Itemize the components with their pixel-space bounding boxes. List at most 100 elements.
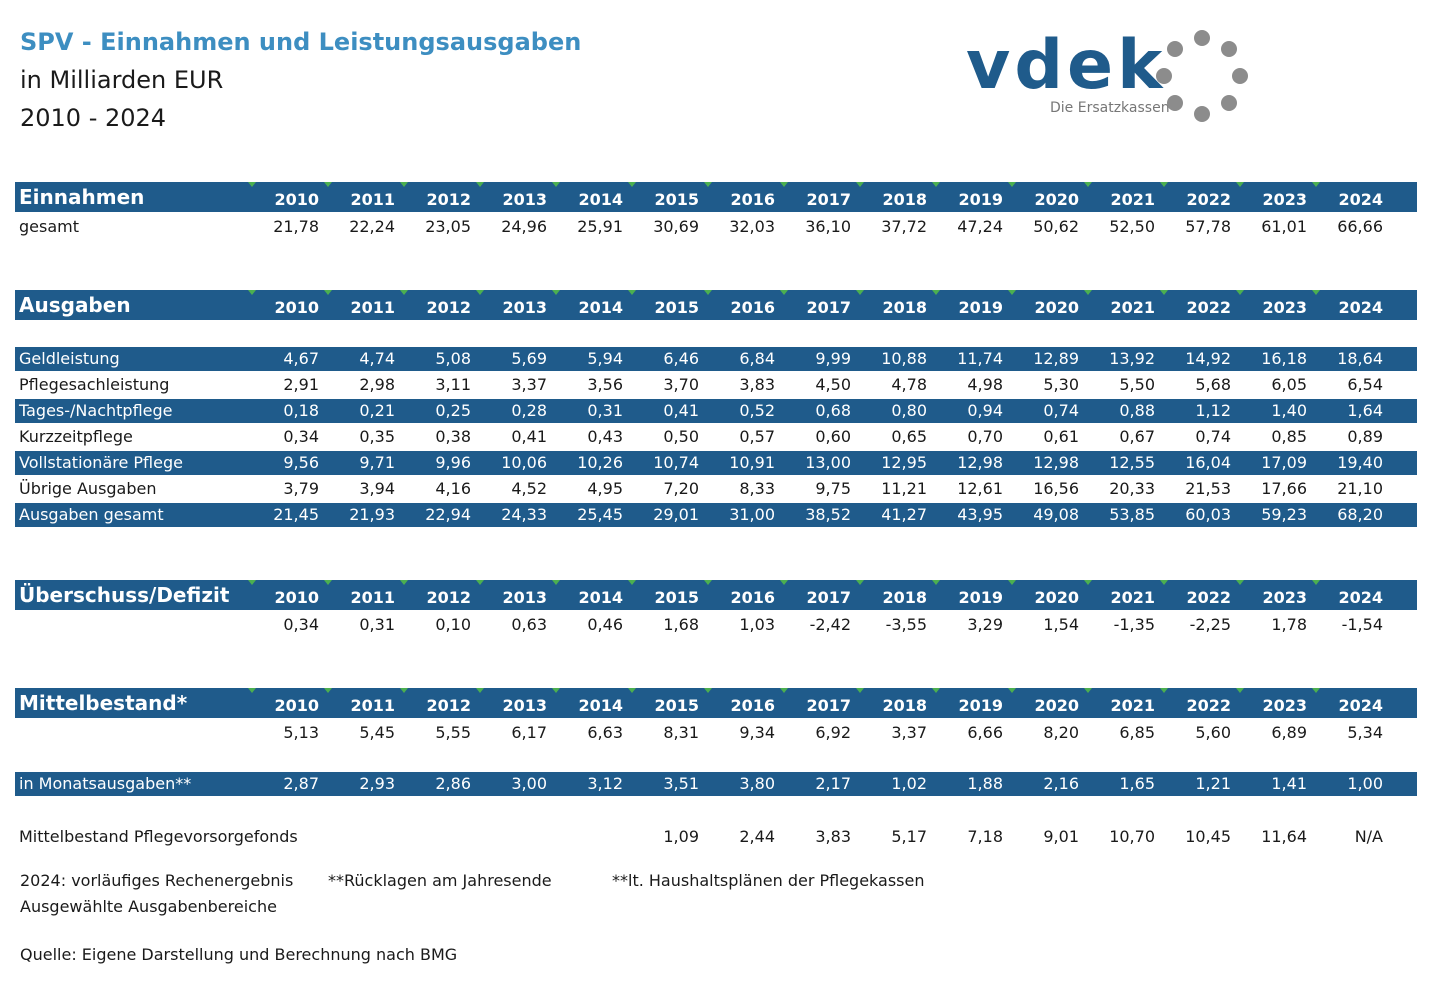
- row-ausgaben-6: Ausgaben gesamt 21,45 21,93 22,94 24,33 25,45…: [15, 503, 1417, 527]
- year-header-cell: 2024: [1338, 588, 1383, 607]
- value-cell: 1,12: [1195, 401, 1231, 420]
- value-cell: 32,03: [729, 217, 775, 236]
- cell-marker: [400, 580, 408, 585]
- year-header-cell: 2013: [502, 588, 547, 607]
- value-cell: 6,54: [1347, 375, 1383, 394]
- value-cell: 0,60: [815, 427, 851, 446]
- value-cell: 1,03: [739, 615, 775, 634]
- year-header-cell: 2015: [654, 298, 699, 317]
- value-cell: 52,50: [1109, 217, 1155, 236]
- value-cell: 11,74: [957, 349, 1003, 368]
- value-cell: 16,56: [1033, 479, 1079, 498]
- value-cell: 0,88: [1119, 401, 1155, 420]
- year-header-cell: 2022: [1186, 190, 1231, 209]
- value-cell: 0,68: [815, 401, 851, 420]
- year-header-cell: 2018: [882, 190, 927, 209]
- year-header-cell: 2011: [350, 190, 395, 209]
- value-cell: 0,28: [511, 401, 547, 420]
- year-header-cell: 2013: [502, 190, 547, 209]
- page-unit: in Milliarden EUR: [20, 66, 224, 94]
- value-cell: 5,50: [1119, 375, 1155, 394]
- value-cell: 66,66: [1337, 217, 1383, 236]
- cell-marker: [1084, 182, 1092, 187]
- value-cell: 59,23: [1261, 505, 1307, 524]
- value-cell: 0,70: [967, 427, 1003, 446]
- year-header-cell: 2014: [578, 696, 623, 715]
- value-cell: 4,98: [967, 375, 1003, 394]
- value-cell: 5,60: [1195, 723, 1231, 742]
- value-cell: 0,21: [359, 401, 395, 420]
- value-cell: 20,33: [1109, 479, 1155, 498]
- cell-marker: [1236, 182, 1244, 187]
- cell-marker: [324, 688, 332, 693]
- cell-marker: [780, 182, 788, 187]
- cell-marker: [248, 182, 256, 187]
- value-cell: 38,52: [805, 505, 851, 524]
- section-header-einnahmen: Einnahmen 2010 2011 2012 2013 2014 2015 2016 201…: [15, 182, 1417, 212]
- value-cell: 12,98: [957, 453, 1003, 472]
- cell-marker: [856, 290, 864, 295]
- value-cell: 21,53: [1185, 479, 1231, 498]
- cell-marker: [704, 290, 712, 295]
- year-header-cell: 2018: [882, 298, 927, 317]
- value-cell: 4,78: [891, 375, 927, 394]
- cell-marker: [400, 688, 408, 693]
- year-header-cell: 2010: [274, 190, 319, 209]
- value-cell: 18,64: [1337, 349, 1383, 368]
- value-cell: -3,55: [885, 615, 927, 634]
- value-cell: 1,65: [1119, 774, 1155, 793]
- value-cell: 0,25: [435, 401, 471, 420]
- row-einnahmen-gesamt: gesamt 21,78 22,24 23,05 24,96 25,91 30,69 32,0…: [15, 215, 1417, 239]
- value-cell: 6,84: [739, 349, 775, 368]
- row-label: Geldleistung: [19, 349, 120, 368]
- cell-marker: [704, 688, 712, 693]
- cell-marker: [1236, 290, 1244, 295]
- year-header-cell: 2012: [426, 298, 471, 317]
- value-cell: 12,61: [957, 479, 1003, 498]
- cell-marker: [324, 580, 332, 585]
- cell-marker: [1312, 290, 1320, 295]
- value-cell: 60,03: [1185, 505, 1231, 524]
- year-header-cell: 2013: [502, 696, 547, 715]
- footnote-reserves: **Rücklagen am Jahresende: [328, 871, 552, 890]
- value-cell: 68,20: [1337, 505, 1383, 524]
- value-cell: 2,91: [283, 375, 319, 394]
- value-cell: 1,88: [967, 774, 1003, 793]
- row-label: in Monatsausgaben**: [19, 774, 192, 793]
- section-header-ueberschuss: Überschuss/Defizit 2010 2011 2012 2013 2014 20…: [15, 580, 1417, 610]
- value-cell: 4,74: [359, 349, 395, 368]
- cell-marker: [1008, 182, 1016, 187]
- value-cell: 6,89: [1271, 723, 1307, 742]
- section-heading: Mittelbestand*: [19, 691, 188, 715]
- row-ausgaben-2: Tages-/Nachtpflege 0,18 0,21 0,25 0,28 0,31 0,…: [15, 399, 1417, 423]
- value-cell: 0,74: [1195, 427, 1231, 446]
- value-cell: 0,38: [435, 427, 471, 446]
- year-header-cell: 2023: [1262, 588, 1307, 607]
- value-cell: 10,70: [1109, 827, 1155, 846]
- vdek-logo: vdek Die Ersatzkassen: [962, 28, 1262, 124]
- value-cell: 3,29: [967, 615, 1003, 634]
- year-header-cell: 2023: [1262, 298, 1307, 317]
- year-header-cell: 2021: [1110, 588, 1155, 607]
- value-cell: 3,83: [739, 375, 775, 394]
- value-cell: 0,52: [739, 401, 775, 420]
- value-cell: 5,68: [1195, 375, 1231, 394]
- value-cell: -2,42: [809, 615, 851, 634]
- value-cell: 0,31: [587, 401, 623, 420]
- value-cell: 61,01: [1261, 217, 1307, 236]
- cell-marker: [1236, 580, 1244, 585]
- row-ausgaben-5: Übrige Ausgaben 3,79 3,94 4,16 4,52 4,95 7,20 8…: [15, 477, 1417, 501]
- year-header-cell: 2023: [1262, 696, 1307, 715]
- year-header-cell: 2010: [274, 298, 319, 317]
- value-cell: 5,13: [283, 723, 319, 742]
- value-cell: 12,89: [1033, 349, 1079, 368]
- year-header-cell: 2019: [958, 588, 1003, 607]
- row-mittelbestand: 5,13 5,45 5,55 6,17 6,63 8,31 9,34 6,92 3,37 6,66…: [15, 721, 1417, 745]
- year-header-cell: 2018: [882, 696, 927, 715]
- year-header-cell: 2020: [1034, 696, 1079, 715]
- value-cell: 3,79: [283, 479, 319, 498]
- row-ausgaben-3: Kurzzeitpflege 0,34 0,35 0,38 0,41 0,43 0,50 0,…: [15, 425, 1417, 449]
- value-cell: 37,72: [881, 217, 927, 236]
- section-heading: Ausgaben: [19, 293, 131, 317]
- value-cell: 0,34: [283, 427, 319, 446]
